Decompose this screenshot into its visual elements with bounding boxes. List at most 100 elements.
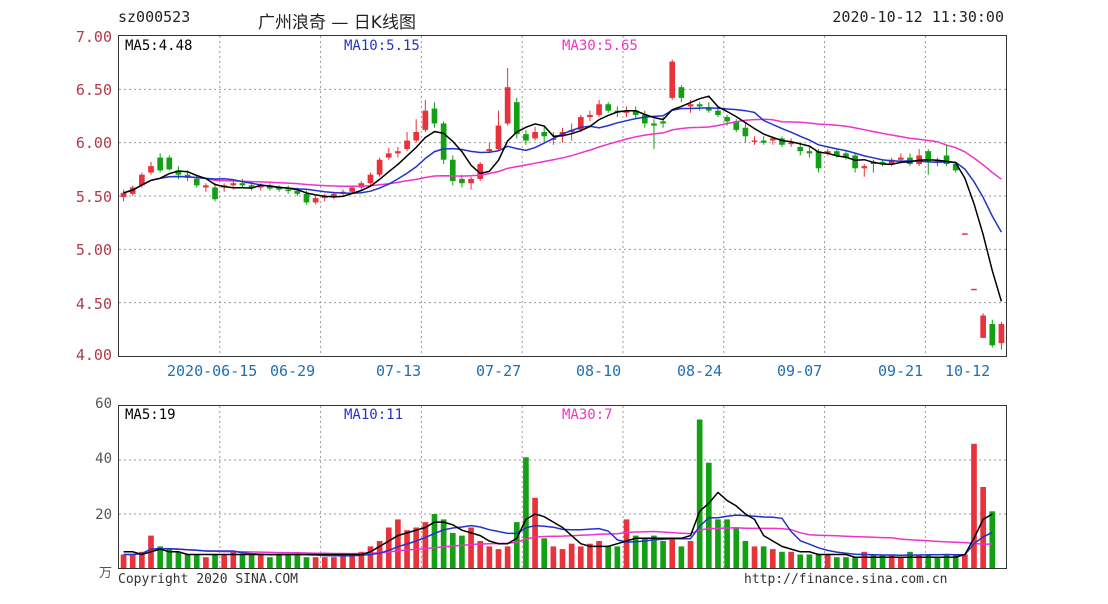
price-y-tick: 6.00 — [75, 134, 112, 152]
candle-body — [632, 110, 639, 115]
volume-bar — [440, 519, 447, 568]
x-tick: 08-24 — [677, 362, 723, 380]
volume-bar — [468, 527, 474, 568]
candle-body — [193, 178, 200, 186]
volume-bar — [568, 543, 575, 568]
x-tick: 10-12 — [945, 362, 991, 380]
volume-ma30-line — [123, 527, 993, 556]
volume-bar — [303, 557, 310, 568]
price-y-tick: 7.00 — [75, 28, 112, 46]
candle-body — [513, 102, 520, 135]
volume-bar — [879, 554, 886, 568]
candle-body — [980, 315, 986, 338]
volume-bar — [861, 551, 868, 568]
candle-body — [943, 155, 950, 164]
candle-body — [349, 187, 356, 192]
x-tick: 06-29 — [270, 362, 316, 380]
volume-bar — [715, 519, 721, 568]
volume-bar — [358, 551, 365, 568]
volume-bar — [449, 532, 456, 568]
volume-bar — [769, 549, 776, 568]
candle-body — [733, 121, 740, 130]
candle-body — [477, 164, 484, 179]
volume-bar — [376, 541, 383, 568]
candle-body — [715, 110, 721, 115]
volume-bar — [193, 554, 200, 568]
x-tick: 09-07 — [777, 362, 823, 380]
candle-body — [925, 151, 932, 162]
candle-body — [806, 151, 813, 154]
volume-bar — [413, 527, 420, 568]
volume-bar — [852, 557, 858, 568]
candle-body — [358, 183, 365, 188]
candle-body — [779, 138, 785, 145]
x-tick: 07-27 — [476, 362, 522, 380]
candle-body — [696, 104, 703, 107]
source-url-link[interactable]: http://finance.sina.com.cn — [744, 572, 948, 587]
candle-body — [395, 151, 401, 154]
price-chart-pane: MA5:4.48 MA10:5.15 MA30:5.65 — [118, 35, 1007, 357]
volume-bar — [806, 554, 813, 568]
volume-bar — [212, 554, 218, 568]
candle-body — [157, 157, 163, 171]
volume-bar — [230, 551, 237, 568]
price-y-tick: 4.00 — [75, 346, 112, 364]
volume-y-tick: 40 — [95, 451, 112, 467]
volume-bar — [641, 538, 648, 568]
x-tick: 07-13 — [376, 362, 422, 380]
volume-bar — [989, 511, 996, 568]
candle-body — [705, 108, 712, 111]
ma5-price-label: MA5:4.48 — [125, 38, 193, 54]
candle-body — [248, 185, 255, 188]
volume-bar — [157, 546, 163, 568]
volume-bar — [870, 554, 877, 568]
volume-bar — [760, 546, 767, 568]
volume-bar — [596, 541, 602, 568]
volume-bar — [248, 554, 255, 568]
candle-body — [486, 149, 493, 152]
volume-bar — [980, 487, 986, 568]
candle-body — [824, 151, 831, 154]
volume-bar — [660, 541, 666, 568]
volume-bar — [139, 551, 145, 568]
volume-bar — [559, 549, 566, 568]
candle-body — [495, 125, 502, 150]
volume-bar — [541, 538, 548, 568]
volume-unit-label: 万 — [98, 566, 112, 581]
price-chart-svg — [119, 36, 1006, 356]
candle-body — [687, 104, 694, 107]
volume-bar — [166, 549, 173, 568]
volume-bar — [577, 546, 584, 568]
volume-bar — [925, 554, 932, 568]
price-y-tick: 5.50 — [75, 188, 112, 206]
volume-ma5-line — [123, 491, 993, 558]
volume-bar — [422, 522, 429, 568]
candle-body — [504, 87, 511, 124]
price-y-tick: 5.00 — [75, 241, 112, 259]
volume-bar — [495, 549, 502, 568]
candle-body — [294, 190, 301, 194]
volume-bar — [779, 551, 785, 568]
candle-body — [431, 108, 438, 124]
candle-body — [852, 155, 858, 169]
volume-chart-svg — [119, 406, 1006, 568]
candle-body — [678, 87, 685, 98]
candle-body — [385, 153, 392, 158]
volume-bar — [459, 535, 465, 568]
x-tick: 09-21 — [878, 362, 924, 380]
candle-body — [203, 185, 209, 188]
volume-bar — [669, 538, 676, 568]
candle-body — [587, 114, 593, 118]
volume-bar — [431, 514, 438, 568]
ma10-volume-label: MA10:11 — [344, 407, 404, 423]
candle-body — [239, 183, 246, 186]
candle-body — [230, 183, 237, 186]
volume-bar — [788, 551, 794, 568]
candle-body — [797, 146, 804, 152]
volume-bar — [239, 554, 246, 568]
volume-bar — [523, 457, 529, 568]
copyright-text: Copyright 2020 SINA.COM — [118, 572, 299, 587]
volume-bar — [705, 462, 712, 568]
candle-body — [605, 104, 612, 111]
volume-bar — [395, 519, 401, 568]
